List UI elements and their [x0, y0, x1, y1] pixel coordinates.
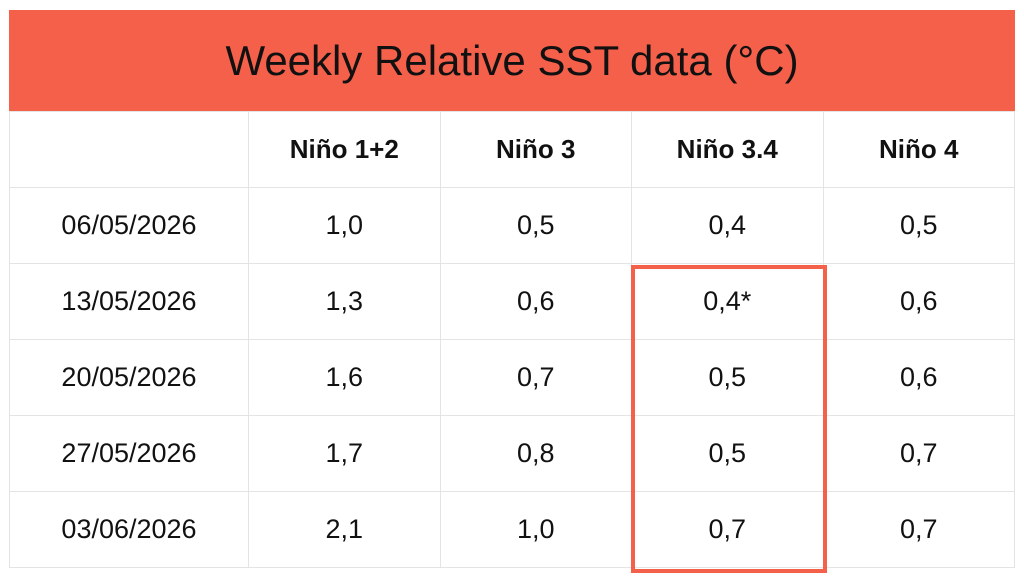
data-row: 13/05/2026 1,3 0,6 0,4* 0,6: [9, 263, 1015, 340]
value-cell: 0,7: [631, 491, 824, 568]
column-header: Niño 3.4: [631, 111, 824, 188]
corner-cell: [9, 111, 249, 188]
value-cell: 0,7: [439, 339, 632, 416]
value-cell: 0,6: [822, 339, 1015, 416]
date-cell: 20/05/2026: [9, 339, 249, 416]
value-cell: 0,7: [822, 491, 1015, 568]
column-header: Niño 3: [439, 111, 632, 188]
column-header: Niño 4: [822, 111, 1015, 188]
data-row: 06/05/2026 1,0 0,5 0,4 0,5: [9, 187, 1015, 264]
value-cell: 0,6: [439, 263, 632, 340]
value-cell: 1,0: [439, 491, 632, 568]
value-cell: 1,6: [248, 339, 441, 416]
value-cell: 2,1: [248, 491, 441, 568]
sst-table: Niño 1+2 Niño 3 Niño 3.4 Niño 4 06/05/2026 1…: [9, 111, 1015, 568]
table-title: Weekly Relative SST data (°C): [9, 10, 1015, 111]
value-cell: 0,5: [631, 415, 824, 492]
date-cell: 06/05/2026: [9, 187, 249, 264]
date-cell: 13/05/2026: [9, 263, 249, 340]
date-cell: 27/05/2026: [9, 415, 249, 492]
value-cell: 0,4: [631, 187, 824, 264]
highlight-box: [631, 265, 827, 573]
value-cell: 1,3: [248, 263, 441, 340]
value-cell: 1,7: [248, 415, 441, 492]
value-cell: 0,5: [631, 339, 824, 416]
value-cell: 0,6: [822, 263, 1015, 340]
data-row: 27/05/2026 1,7 0,8 0,5 0,7: [9, 415, 1015, 492]
date-cell: 03/06/2026: [9, 491, 249, 568]
header-row: Niño 1+2 Niño 3 Niño 3.4 Niño 4: [9, 111, 1015, 188]
data-row: 03/06/2026 2,1 1,0 0,7 0,7: [9, 491, 1015, 568]
column-header: Niño 1+2: [248, 111, 441, 188]
value-cell: 0,8: [439, 415, 632, 492]
data-row: 20/05/2026 1,6 0,7 0,5 0,6: [9, 339, 1015, 416]
value-cell: 0,7: [822, 415, 1015, 492]
value-cell: 0,5: [439, 187, 632, 264]
value-cell: 0,5: [822, 187, 1015, 264]
value-cell: 1,0: [248, 187, 441, 264]
value-cell: 0,4*: [631, 263, 824, 340]
